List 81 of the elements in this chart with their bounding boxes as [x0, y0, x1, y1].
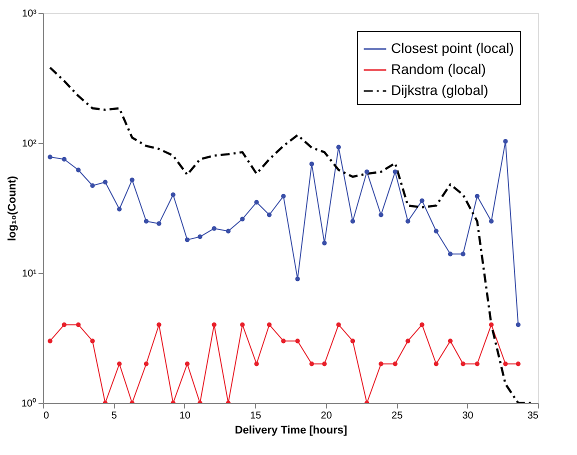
point — [240, 322, 245, 328]
point — [460, 252, 466, 256]
point — [516, 362, 521, 366]
point — [156, 221, 162, 226]
point — [460, 362, 466, 366]
point — [170, 192, 176, 198]
point — [62, 156, 67, 162]
point — [406, 338, 410, 344]
point — [212, 322, 216, 328]
point — [488, 218, 494, 224]
x-tick-label: 30 — [462, 410, 474, 422]
point — [503, 138, 508, 144]
point — [184, 237, 190, 242]
legend-label: Closest point (local) — [391, 40, 514, 56]
point — [198, 234, 202, 240]
point — [378, 362, 384, 366]
point — [420, 322, 424, 328]
point — [378, 212, 384, 218]
point — [156, 322, 162, 328]
point — [281, 194, 286, 198]
x-tick-label: 0 — [44, 410, 50, 422]
point — [336, 322, 341, 328]
y-tick-label: 10¹ — [22, 268, 38, 280]
point — [130, 178, 134, 182]
point — [420, 198, 424, 204]
point — [474, 194, 480, 198]
x-tick-label: 10 — [179, 410, 191, 422]
point — [184, 362, 190, 366]
point — [48, 154, 52, 160]
x-tick-label: 5 — [111, 410, 118, 422]
point — [254, 362, 259, 366]
point — [295, 338, 300, 344]
point — [488, 322, 494, 328]
point — [406, 218, 410, 224]
point — [448, 252, 453, 256]
point — [448, 338, 453, 344]
point — [117, 206, 122, 212]
point — [322, 240, 327, 246]
point — [474, 362, 480, 366]
y-tick-label: 10³ — [22, 8, 38, 20]
y-tick-label: 10⁰ — [21, 398, 36, 410]
point — [102, 180, 108, 184]
point — [350, 338, 356, 344]
point — [212, 226, 216, 231]
point — [309, 362, 314, 366]
point — [254, 200, 259, 205]
point — [434, 362, 439, 366]
point — [90, 183, 95, 188]
x-tick-label: 15 — [250, 410, 262, 422]
point — [350, 218, 356, 224]
x-axis-title: Delivery Time [hours] — [234, 424, 348, 436]
point — [226, 228, 231, 234]
point — [266, 212, 272, 218]
point — [90, 338, 95, 344]
point — [76, 322, 81, 328]
point — [62, 322, 67, 328]
point — [503, 362, 508, 366]
point — [295, 276, 300, 282]
point — [516, 322, 521, 328]
point — [76, 168, 81, 172]
point — [281, 338, 286, 344]
point — [364, 170, 370, 174]
x-tick-label: 35 — [527, 410, 539, 422]
point — [240, 216, 245, 222]
point — [434, 228, 439, 234]
point — [48, 338, 52, 344]
y-tick-label: 10² — [22, 138, 38, 150]
point — [266, 322, 272, 328]
point — [117, 362, 122, 366]
point — [322, 362, 327, 366]
point — [392, 170, 398, 174]
legend-label: Dijkstra (global) — [391, 82, 488, 98]
y-axis-title: log₁₀(Count) — [6, 176, 18, 242]
point — [336, 144, 341, 150]
legend-label: Random (local) — [391, 61, 486, 77]
x-tick-label: 25 — [392, 410, 404, 422]
point — [392, 362, 398, 366]
point — [309, 162, 314, 166]
x-tick-label: 20 — [320, 410, 332, 422]
point — [144, 362, 149, 366]
point — [144, 218, 149, 224]
